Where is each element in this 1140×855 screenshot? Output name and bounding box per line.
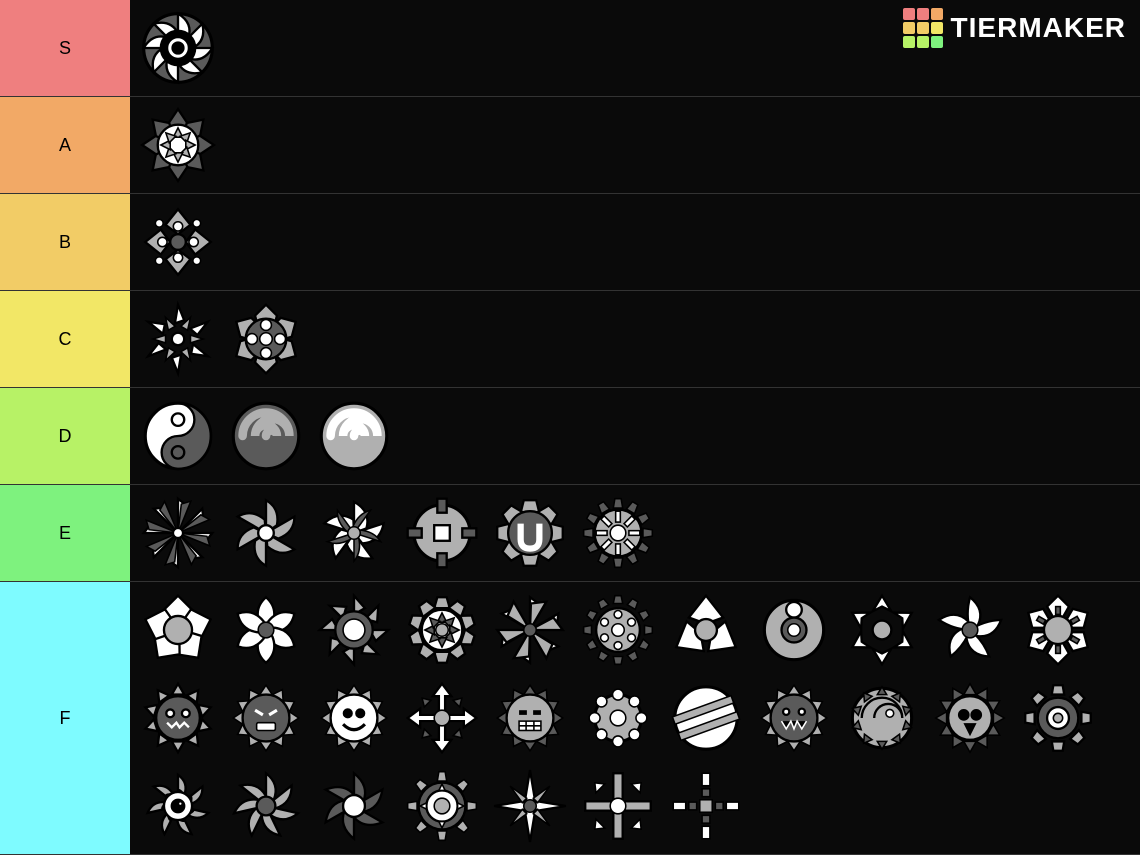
tier-label[interactable]: F (0, 582, 130, 854)
ring-orb-icon[interactable] (752, 588, 836, 672)
tier-items[interactable] (130, 97, 1140, 193)
tier-row-a: A (0, 97, 1140, 194)
stripe-disc-icon[interactable] (664, 676, 748, 760)
tier-label[interactable]: D (0, 388, 130, 484)
tier-items[interactable] (130, 485, 1140, 581)
tri-saw-icon[interactable] (664, 588, 748, 672)
tier-row-e: E (0, 485, 1140, 582)
skull-spike-icon[interactable] (928, 676, 1012, 760)
tier-items[interactable] (130, 291, 1140, 387)
notch-saw-icon[interactable] (1016, 588, 1100, 672)
tier-items[interactable] (130, 194, 1140, 290)
spiral-saw-icon[interactable] (136, 6, 220, 90)
tiermaker-logo: TIERMAKER (903, 8, 1126, 48)
tier-row-c: C (0, 291, 1140, 388)
yinyang-icon[interactable] (136, 394, 220, 478)
atom-gear-icon[interactable] (576, 588, 660, 672)
pinwheel-thin-icon[interactable] (136, 491, 220, 575)
tier-items[interactable] (130, 582, 1140, 854)
face-angry-icon[interactable] (224, 676, 308, 760)
chunky-saw-icon[interactable] (136, 588, 220, 672)
spike-creature-icon[interactable] (136, 676, 220, 760)
hex-ring-icon[interactable] (1016, 676, 1100, 760)
quad-arrow-icon[interactable] (400, 676, 484, 760)
puzzle-gear-icon[interactable] (400, 491, 484, 575)
face-goofy-icon[interactable] (312, 676, 396, 760)
windmill-icon[interactable] (488, 588, 572, 672)
fan-blades-icon[interactable] (224, 491, 308, 575)
compass-cross-icon[interactable] (488, 764, 572, 848)
tier-label[interactable]: S (0, 0, 130, 96)
tier-row-b: B (0, 194, 1140, 291)
dot-gear-icon[interactable] (224, 297, 308, 381)
tier-label[interactable]: A (0, 97, 130, 193)
swirl-dark-icon[interactable] (224, 394, 308, 478)
burst-flower-icon[interactable] (136, 103, 220, 187)
face-grit-icon[interactable] (488, 676, 572, 760)
tier-list: SABCDEF (0, 0, 1140, 834)
creature-swirl-icon[interactable] (840, 676, 924, 760)
pixel-cross-icon[interactable] (664, 764, 748, 848)
tier-label[interactable]: E (0, 485, 130, 581)
tier-items[interactable] (130, 388, 1140, 484)
tier-label[interactable]: C (0, 291, 130, 387)
cog-u-icon[interactable] (488, 491, 572, 575)
shard-star-icon[interactable] (136, 297, 220, 381)
tier-row-f: F (0, 582, 1140, 855)
tier-label[interactable]: B (0, 194, 130, 290)
monster-open-icon[interactable] (752, 676, 836, 760)
bead-ring-icon[interactable] (576, 676, 660, 760)
eye-tentacle-icon[interactable] (136, 764, 220, 848)
logo-grid-icon (903, 8, 943, 48)
plus-blade-icon[interactable] (576, 764, 660, 848)
tier-row-d: D (0, 388, 1140, 485)
vortex-petals-icon[interactable] (224, 764, 308, 848)
arrow-fan-icon[interactable] (840, 588, 924, 672)
swirl-light-icon[interactable] (312, 394, 396, 478)
sun-gear-icon[interactable] (576, 491, 660, 575)
flower-gear-icon[interactable] (400, 588, 484, 672)
target-spin-icon[interactable] (400, 764, 484, 848)
petal-saw-icon[interactable] (224, 588, 308, 672)
swirl-saw-icon[interactable] (312, 764, 396, 848)
wave-saw-icon[interactable] (928, 588, 1012, 672)
ribbon-saw-icon[interactable] (312, 491, 396, 575)
orb-shuriken-icon[interactable] (136, 200, 220, 284)
logo-text: TIERMAKER (951, 12, 1126, 44)
blade-ring-icon[interactable] (312, 588, 396, 672)
